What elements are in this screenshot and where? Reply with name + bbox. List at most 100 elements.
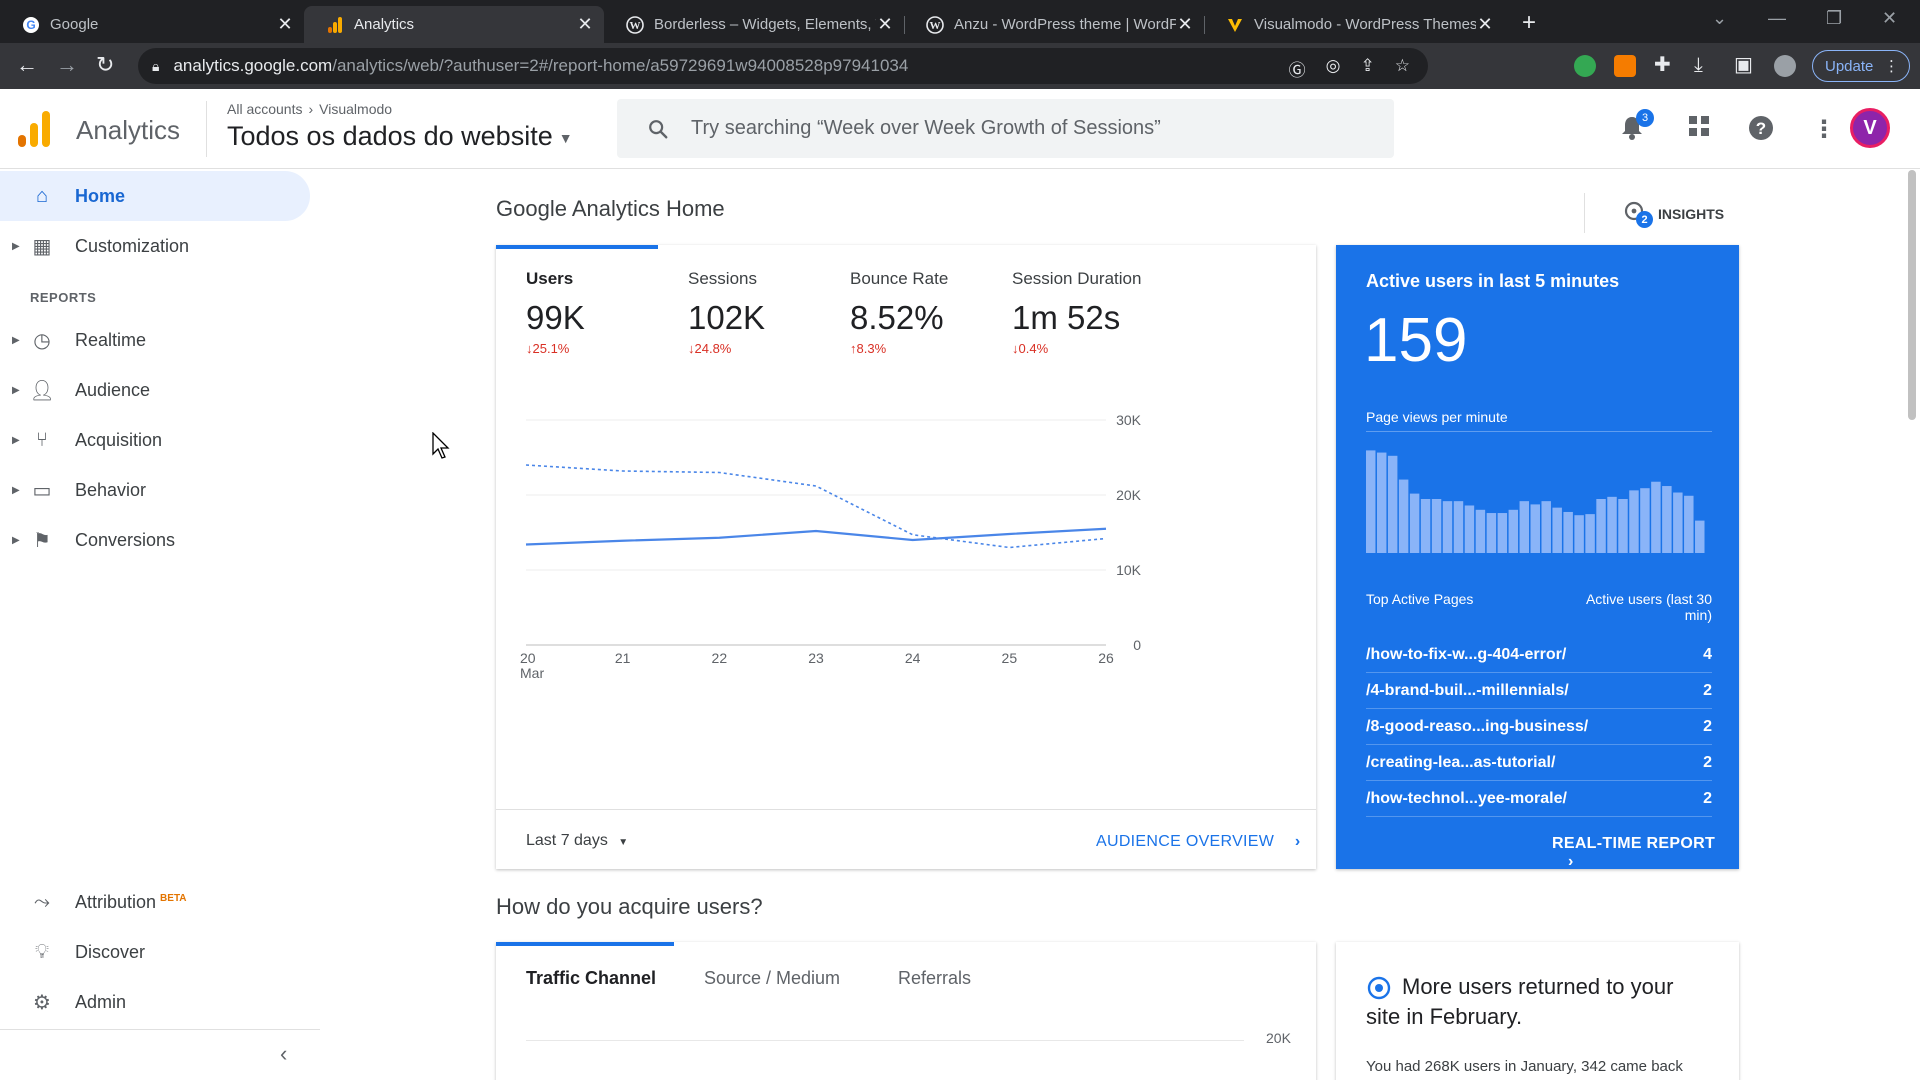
extensions-puzzle-icon[interactable]: ✚	[1654, 54, 1671, 76]
more-vert-icon[interactable]: ⋮	[1884, 58, 1899, 75]
lock-icon[interactable]: 🔒︎	[152, 57, 160, 74]
insights-icon: 2	[1622, 199, 1653, 229]
top-page-row[interactable]: /how-technol...yee-morale/ 2	[1366, 781, 1712, 817]
page-path: /8-good-reaso...ing-business/	[1366, 717, 1589, 735]
maximize-icon[interactable]: ❐	[1826, 8, 1843, 28]
page-path: /4-brand-buil...-millennials/	[1366, 681, 1569, 699]
orange-extension-icon[interactable]	[1614, 55, 1636, 77]
url-host: analytics.google.com	[173, 56, 333, 75]
update-button[interactable]: Update ⋮	[1812, 50, 1910, 82]
pageviews-bar-chart	[1366, 450, 1705, 553]
wordpress-icon: W	[926, 15, 944, 34]
page-scrollbar[interactable]	[1908, 170, 1916, 420]
back-icon[interactable]: ←	[16, 52, 38, 77]
more-vert-icon[interactable]: ⋮	[1812, 116, 1836, 143]
top-page-row[interactable]: /8-good-reaso...ing-business/ 2	[1366, 709, 1712, 745]
tab-search-icon[interactable]: ⌄	[1712, 8, 1728, 28]
sidebar-item-home[interactable]: ⌂ Home	[0, 171, 310, 221]
metric-label: Sessions	[688, 269, 757, 288]
browser-tab-anzu[interactable]: W Anzu - WordPress theme | WordP ✕	[904, 6, 1204, 43]
close-tab-icon[interactable]: ✕	[577, 14, 593, 34]
tab-source-medium[interactable]: Source / Medium	[704, 968, 841, 988]
x-axis-tick: 26	[1098, 650, 1114, 666]
user-avatar[interactable]: V	[1850, 108, 1890, 148]
search-placeholder: Try searching “Week over Week Growth of …	[691, 117, 1161, 139]
sidebar-item-acquisition[interactable]: ▶ ⑂ Acquisition	[0, 415, 310, 465]
insight-card: More users returned to your site in Febr…	[1336, 942, 1739, 1080]
share-icon[interactable]: ⇪	[1360, 56, 1375, 75]
flag-icon: ⚑	[33, 529, 51, 552]
sidebar-item-behavior[interactable]: ▶ ▭ Behavior	[0, 465, 310, 515]
breadcrumb-root[interactable]: All accounts	[227, 101, 303, 117]
browser-tab-google[interactable]: G Google ✕	[0, 6, 304, 43]
gear-icon: ⚙	[33, 991, 51, 1014]
browser-tab-visualmodo[interactable]: Visualmodo - WordPress Themes ✕	[1204, 6, 1504, 43]
sidebar-item-admin[interactable]: ⚙ Admin	[0, 977, 310, 1027]
insights-button[interactable]: 2 INSIGHTS	[1622, 199, 1724, 229]
minimize-icon[interactable]: —	[1768, 8, 1786, 28]
close-tab-icon[interactable]: ✕	[1177, 14, 1193, 34]
browser-tab-analytics[interactable]: Analytics ✕	[304, 6, 604, 43]
property-selector[interactable]: Todos os dados do website ▼	[227, 121, 573, 152]
pageviews-bar	[1508, 509, 1519, 553]
x-axis-tick: 23	[808, 650, 824, 666]
app-title[interactable]: Analytics	[76, 115, 181, 145]
svg-text:W: W	[930, 20, 941, 32]
expand-arrow-icon: ▶	[12, 534, 20, 546]
sidebar-item-discover[interactable]: 💡︎ Discover	[0, 927, 310, 977]
close-tab-icon[interactable]: ✕	[1477, 14, 1493, 34]
profile-avatar-icon[interactable]	[1774, 55, 1796, 77]
top-page-row[interactable]: /creating-lea...as-tutorial/ 2	[1366, 745, 1712, 781]
y-axis-tick: 20K	[1266, 1030, 1291, 1046]
y-axis-tick: 30K	[1116, 412, 1142, 428]
close-tab-icon[interactable]: ✕	[877, 14, 893, 34]
eye-off-icon[interactable]: ◎	[1325, 56, 1341, 75]
metric-bounce-rate[interactable]: Bounce Rate 8.52% ↑8.3%	[850, 269, 948, 356]
forward-icon[interactable]: →	[56, 52, 78, 77]
top-page-row[interactable]: /4-brand-buil...-millennials/ 2	[1366, 673, 1712, 709]
date-range-dropdown[interactable]: Last 7 days ▼	[526, 832, 629, 849]
subtitle-divider	[1366, 431, 1712, 432]
download-icon[interactable]: ⤓	[1694, 54, 1703, 76]
search-bar[interactable]: Try searching “Week over Week Growth of …	[617, 99, 1394, 158]
expand-arrow-icon: ▶	[12, 240, 20, 252]
close-window-icon[interactable]: ✕	[1882, 8, 1898, 28]
new-tab-icon[interactable]: +	[1522, 9, 1537, 36]
sidebar: ⌂ Home ▶ ▦ Customization REPORTS ▶ ◷ Rea…	[0, 169, 320, 1080]
sidebar-item-conversions[interactable]: ▶ ⚑ Conversions	[0, 515, 310, 565]
close-tab-icon[interactable]: ✕	[277, 14, 293, 34]
realtime-report-link[interactable]: REAL-TIME REPORT ›	[1552, 835, 1716, 870]
sidebar-item-audience[interactable]: ▶ 👤︎ Audience	[0, 365, 310, 415]
collapse-sidebar-icon[interactable]: ‹	[280, 1041, 288, 1066]
tab-traffic-channel[interactable]: Traffic Channel	[526, 968, 657, 988]
reload-icon[interactable]: ↻	[96, 52, 115, 77]
help-icon[interactable]: ?	[1748, 115, 1774, 148]
bookmark-star-icon[interactable]: ☆	[1394, 56, 1410, 75]
lightbulb-icon: 💡︎	[35, 940, 49, 963]
pageviews-bar	[1420, 499, 1431, 553]
address-bar[interactable]: 🔒︎ analytics.google.com/analytics/web/?a…	[138, 48, 1428, 84]
metric-sessions[interactable]: Sessions 102K ↓24.8%	[688, 269, 765, 356]
sidebar-item-attribution[interactable]: ⤳ Attribution BETA	[0, 877, 310, 927]
sidebar-item-customization[interactable]: ▶ ▦ Customization	[0, 221, 310, 271]
breadcrumb[interactable]: All accounts › Visualmodo	[227, 101, 392, 117]
grammarly-extension-icon[interactable]	[1574, 55, 1596, 77]
top-page-row[interactable]: /how-to-fix-w...g-404-error/ 4	[1366, 637, 1712, 673]
sidebar-item-realtime[interactable]: ▶ ◷ Realtime	[0, 315, 310, 365]
pageviews-bar	[1618, 499, 1628, 553]
insights-count-badge: 2	[1636, 211, 1653, 228]
metric-users[interactable]: Users 99K ↓25.1%	[526, 269, 585, 356]
browser-tab-borderless[interactable]: W Borderless – Widgets, Elements, T ✕	[604, 6, 904, 43]
pageviews-bar	[1442, 501, 1453, 553]
tab-separator	[1204, 16, 1205, 34]
audience-overview-link[interactable]: AUDIENCE OVERVIEW ›	[1096, 833, 1301, 850]
analytics-logo-icon[interactable]	[18, 111, 52, 147]
apps-grid-icon[interactable]	[1688, 115, 1710, 144]
tab-referrals[interactable]: Referrals	[898, 968, 972, 988]
google-lens-icon[interactable]: Ⓖ	[1288, 61, 1306, 80]
y-axis-tick: 0	[1133, 637, 1141, 653]
tab-separator	[904, 16, 905, 34]
breadcrumb-account[interactable]: Visualmodo	[319, 101, 393, 117]
side-panel-icon[interactable]: ▣	[1734, 54, 1753, 76]
metric-session-duration[interactable]: Session Duration 1m 52s ↓0.4%	[1012, 269, 1141, 356]
